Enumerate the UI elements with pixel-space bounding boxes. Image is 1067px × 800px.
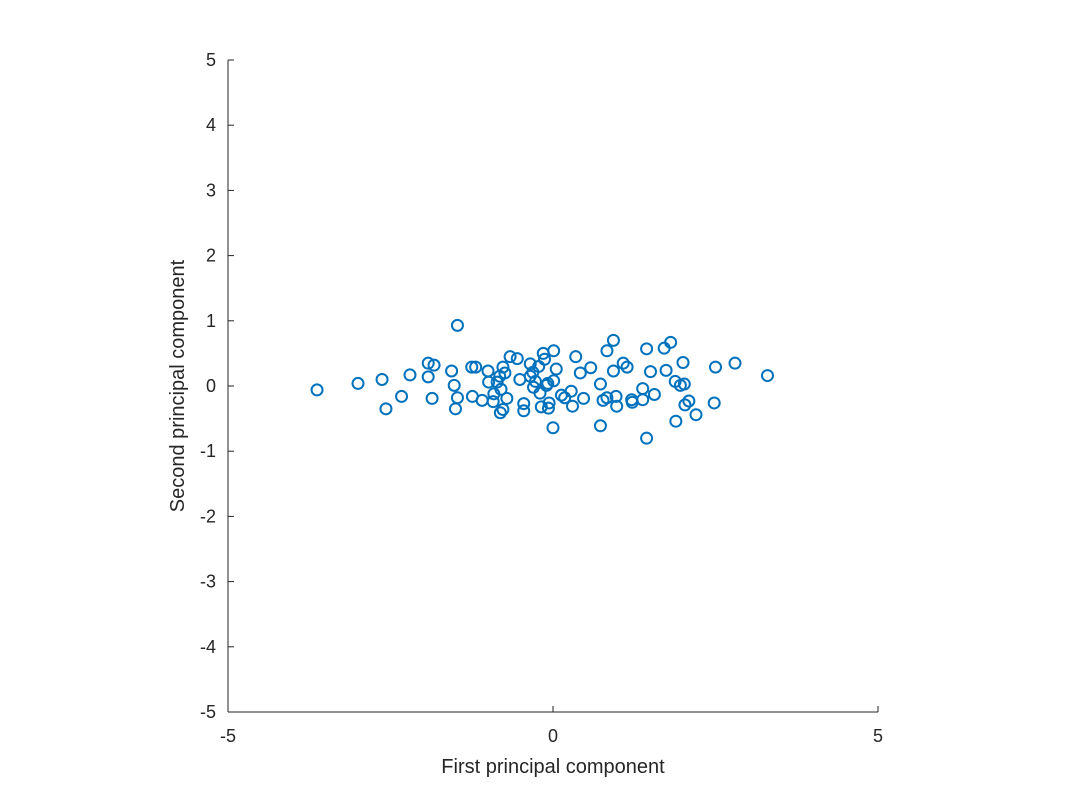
scatter-point [707,396,721,410]
scatter-point [636,393,650,407]
scatter-point [541,376,555,390]
scatter-point [486,395,500,409]
scatter-point [549,362,563,376]
scatter-point [547,344,561,358]
scatter-point [421,356,435,370]
scatter-point [528,374,542,388]
scatter-point [564,384,578,398]
y-axis-label: Second principal component [167,259,189,512]
scatter-point [421,370,435,384]
scatter-point [503,350,517,364]
scatter-point [593,377,607,391]
scatter-point [566,399,579,413]
y-tick-label: 3 [206,180,216,200]
scatter-point [761,369,774,383]
scatter-point [616,356,630,370]
scatter-point [584,361,598,375]
scatter-point [395,389,409,403]
scatter-point [546,421,560,435]
scatter-point [481,364,495,378]
scatter-point [465,360,479,374]
scatter-point [496,360,510,374]
scatter-point [689,408,703,422]
scatter-point [577,391,591,405]
scatter-point [682,394,696,408]
data-points [310,318,774,445]
scatter-point [573,366,587,380]
scatter-point [664,335,678,349]
scatter-point [375,372,389,386]
x-axis-label: First principal component [441,756,665,778]
y-tick-label: 4 [206,115,216,135]
scatter-point [538,352,552,366]
y-tick-label: -1 [200,441,216,461]
scatter-point [351,376,365,390]
scatter-point [490,375,504,389]
scatter-point [469,360,483,374]
scatter-point [449,402,462,416]
scatter-point [640,431,654,445]
y-tick-label: 0 [206,376,216,396]
scatter-point [494,382,508,396]
scatter-point [659,363,673,377]
x-tick-label: -5 [220,726,236,746]
scatter-point [547,374,561,388]
scatter-point [636,382,650,396]
scatter-point [498,366,512,380]
scatter-point [403,368,417,382]
scatter-point [450,391,464,405]
scatter-point [640,342,654,356]
scatter-point [600,391,614,405]
scatter-point [606,333,620,347]
scatter-point [606,364,620,378]
scatter-point [709,360,722,374]
scatter-point [610,399,624,413]
y-tick-label: -5 [200,702,216,722]
scatter-point [541,401,555,415]
y-tick-label: 5 [206,50,216,70]
scatter-point [447,378,461,392]
scatter-point [450,318,464,332]
scatter-point [496,402,510,416]
y-tick-label: -4 [200,637,216,657]
scatter-point [533,386,547,400]
scatter-point [593,419,607,433]
x-tick-label: 5 [873,726,883,746]
scatter-point [513,372,527,386]
scatter-point [558,391,572,405]
scatter-point [510,352,524,366]
y-tick-label: 1 [206,311,216,331]
scatter-point [647,387,661,401]
scatter-point [445,364,459,378]
scatter-point [728,356,742,370]
scatter-point [620,360,634,374]
y-tick-label: -2 [200,506,216,526]
scatter-point [678,398,692,412]
y-tick-label: 2 [206,246,216,266]
scatter-point [517,397,531,411]
scatter-point [600,344,614,358]
scatter-point [500,391,514,405]
scatter-point [475,393,489,407]
scatter-point [482,375,496,389]
scatter-point [427,358,441,372]
scatter-point [609,389,623,403]
scatter-point [644,365,657,379]
scatter-point [425,391,439,405]
y-tick-label: -3 [200,572,216,592]
scatter-point [493,406,507,420]
scatter-point [669,414,683,428]
scatter-point [676,356,690,370]
ticks: -5 -4 -3 -2 -1 0 1 2 3 4 5 -5 0 5 [200,50,883,746]
scatter-point [569,350,583,364]
scatter-point [310,383,324,397]
scatter-point [677,377,691,391]
scatter-point [379,402,393,416]
scatter-point [542,396,556,410]
scatter-point [517,404,531,418]
scatter-point [523,357,537,371]
x-tick-label: 0 [548,726,558,746]
